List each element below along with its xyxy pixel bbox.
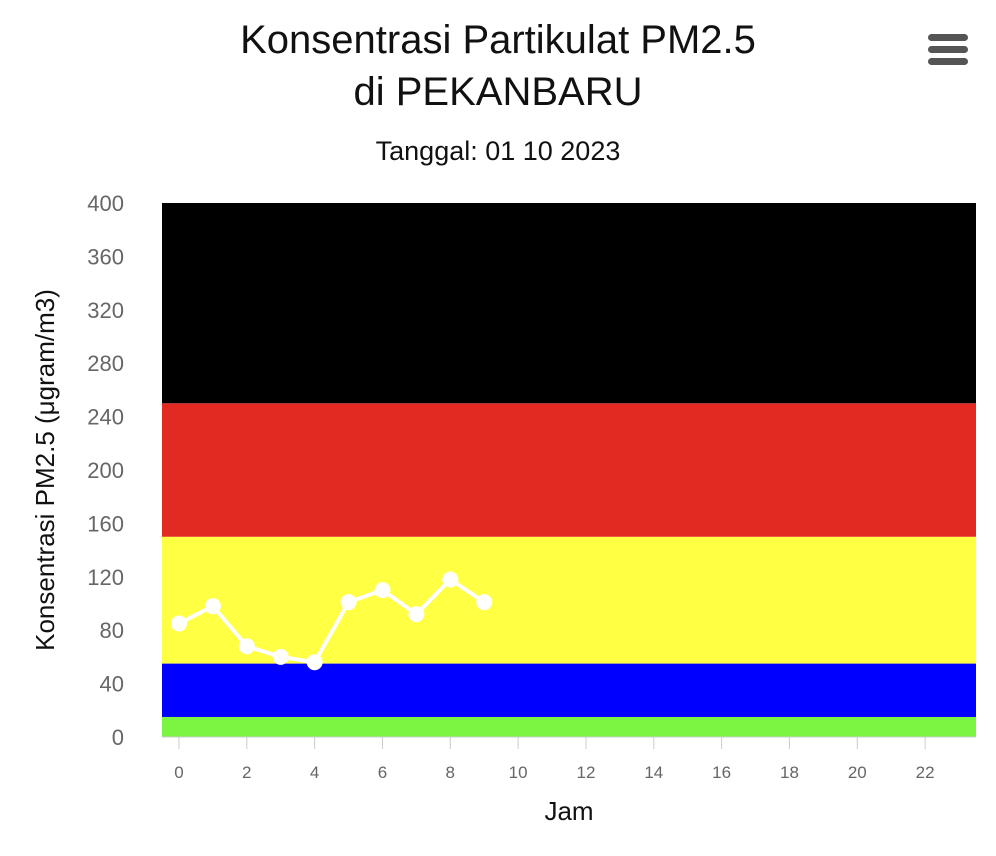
- x-tick-label: 20: [848, 763, 867, 782]
- x-tick-label: 0: [174, 763, 183, 782]
- band-1: [162, 663, 976, 717]
- data-point[interactable]: [204, 598, 221, 615]
- y-tick-label: 240: [87, 405, 124, 430]
- x-tick-label: 16: [712, 763, 731, 782]
- y-tick-label: 0: [112, 725, 124, 750]
- x-axis: 0 2 4 6 8 10 12 14 16 18 20 22: [162, 736, 976, 782]
- x-tick-label: 8: [446, 763, 455, 782]
- chart-title-line-1: Konsentrasi Partikulat PM2.5: [240, 18, 756, 62]
- band-2: [162, 536, 976, 664]
- series-line-0: [178, 577, 486, 665]
- chart-title: Konsentrasi Partikulat PM2.5 di PEKANBAR…: [0, 14, 996, 118]
- data-point[interactable]: [238, 638, 255, 655]
- chart-title-line-2: di PEKANBARU: [353, 70, 643, 114]
- y-tick-label: 280: [87, 351, 124, 376]
- data-point[interactable]: [272, 648, 289, 665]
- data-point[interactable]: [476, 594, 493, 611]
- x-tick-label: 14: [644, 763, 663, 782]
- data-point[interactable]: [306, 654, 323, 671]
- band-3: [162, 403, 976, 537]
- data-point[interactable]: [340, 594, 357, 611]
- y-axis-title: Konsentrasi PM2.5 (μgram/m3): [30, 289, 60, 651]
- band-0: [162, 716, 976, 737]
- band-4: [162, 203, 976, 404]
- y-tick-label: 360: [87, 244, 124, 269]
- y-tick-label: 400: [87, 191, 124, 216]
- y-tick-label: 40: [100, 672, 124, 697]
- y-axis: 0 40 80 120 160 200 240 280 320 360 400: [87, 191, 124, 750]
- data-point[interactable]: [442, 571, 459, 588]
- x-tick-label: 6: [378, 763, 387, 782]
- chart-subtitle: Tanggal: 01 10 2023: [375, 136, 621, 166]
- x-axis-title: Jam: [544, 796, 593, 826]
- y-tick-label: 320: [87, 298, 124, 323]
- x-tick-label: 22: [916, 763, 935, 782]
- x-tick-label: 10: [509, 763, 528, 782]
- y-tick-label: 160: [87, 511, 124, 536]
- data-point[interactable]: [374, 582, 391, 599]
- x-tick-label: 2: [242, 763, 251, 782]
- category-bands: [162, 203, 976, 737]
- data-point[interactable]: [170, 615, 187, 632]
- x-tick-label: 18: [780, 763, 799, 782]
- x-tick-label: 4: [310, 763, 319, 782]
- series-layer: [170, 571, 493, 671]
- y-tick-label: 80: [100, 618, 124, 643]
- hamburger-menu-icon[interactable]: [924, 30, 972, 70]
- y-tick-label: 200: [87, 458, 124, 483]
- data-point[interactable]: [408, 606, 425, 623]
- x-tick-label: 12: [576, 763, 595, 782]
- y-tick-label: 120: [87, 565, 124, 590]
